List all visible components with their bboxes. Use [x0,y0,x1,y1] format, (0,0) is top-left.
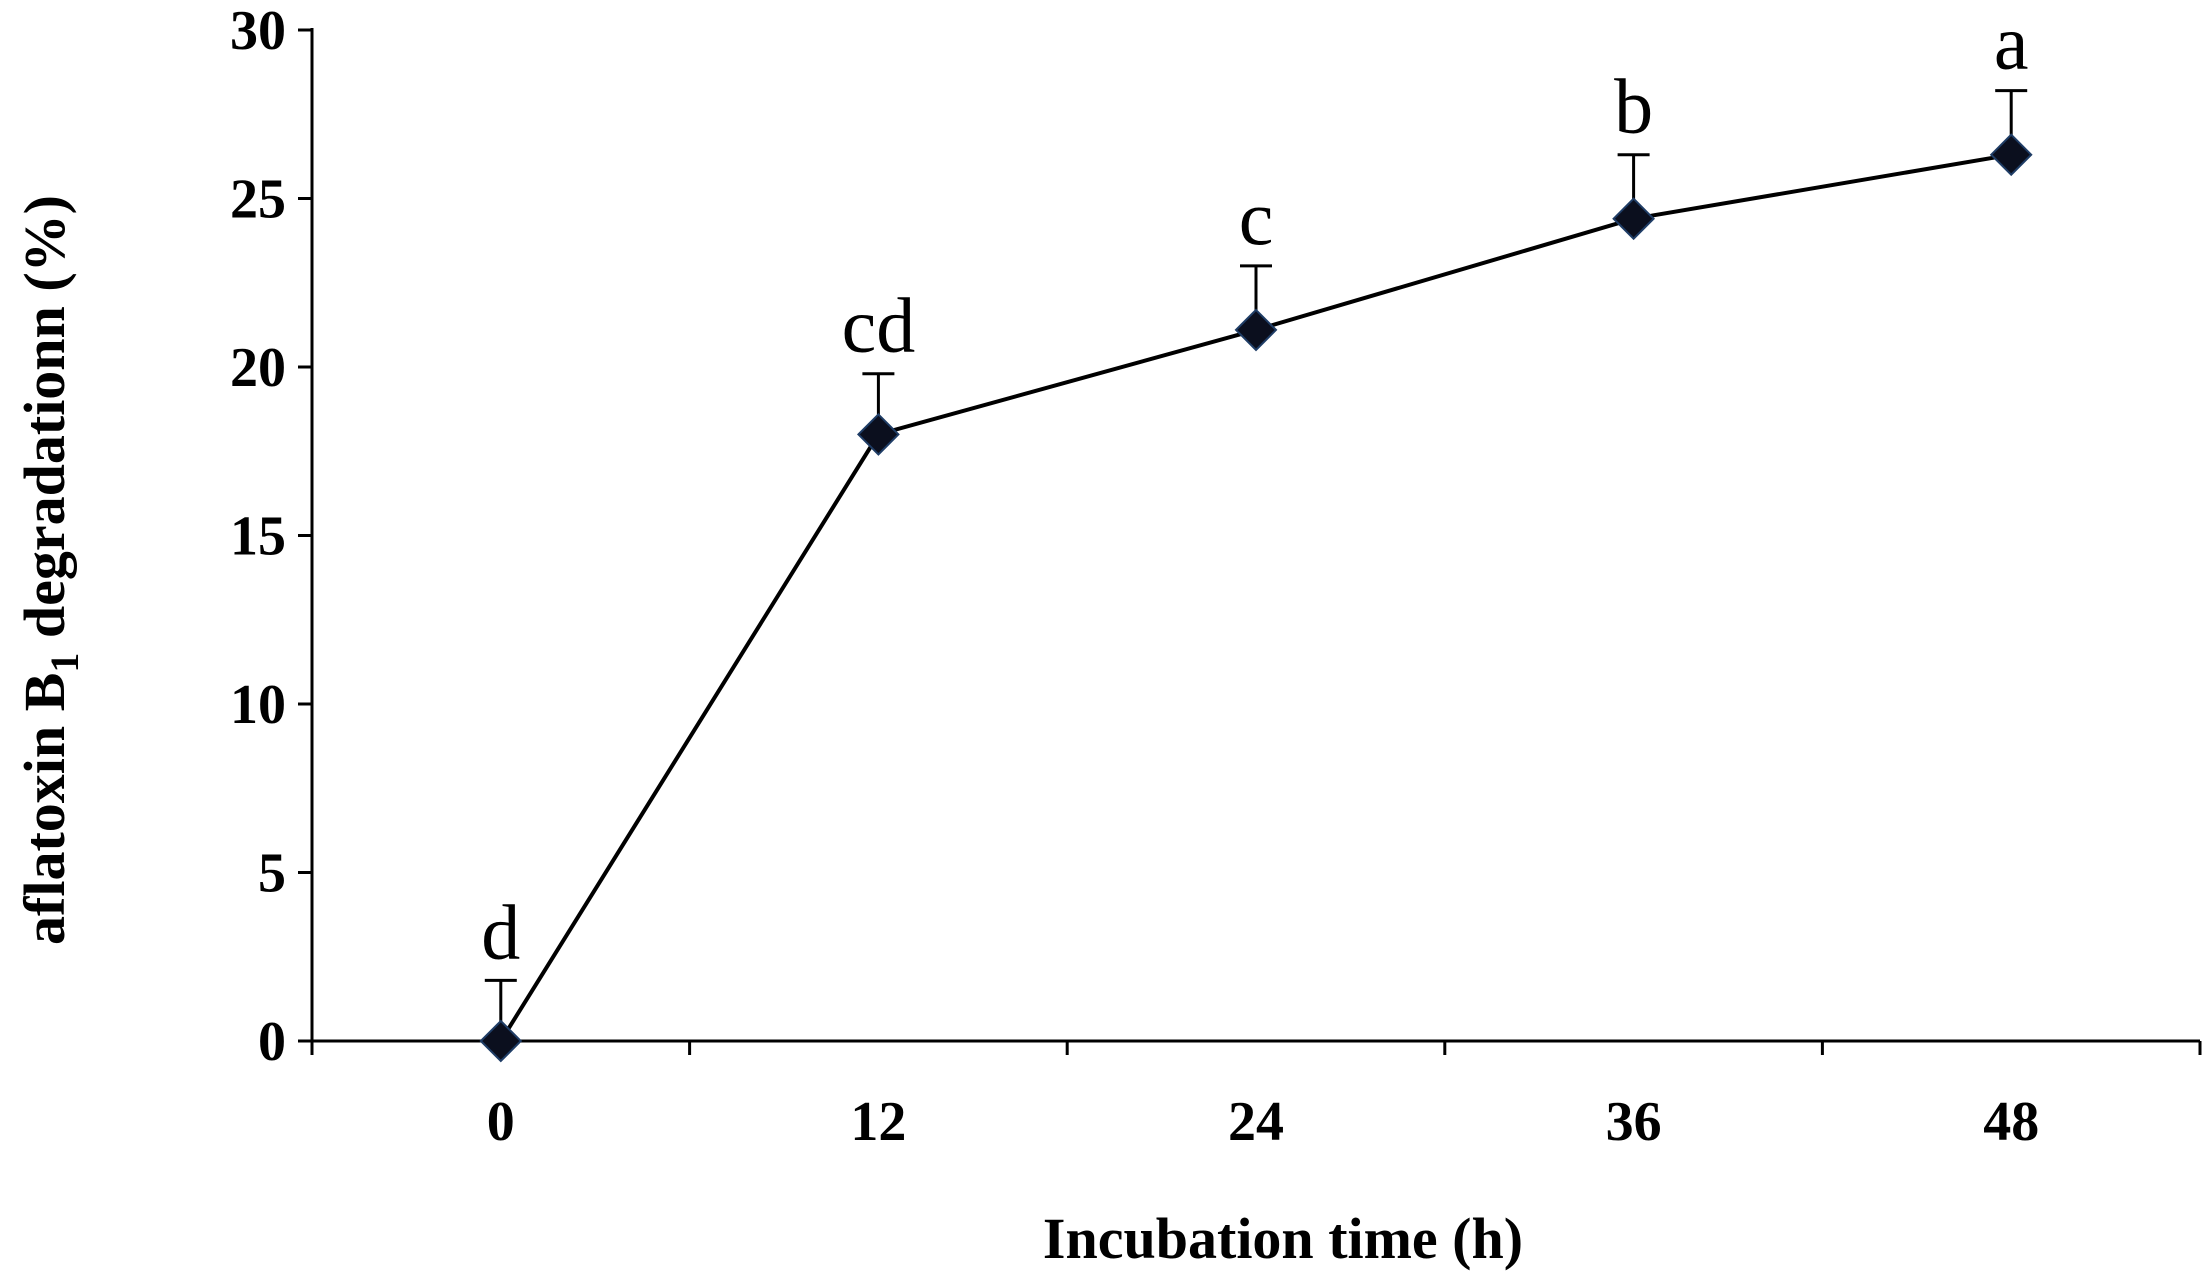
y-tick-label: 20 [230,337,286,399]
significance-label: c [1239,174,1274,261]
x-tick-label: 24 [1228,1091,1284,1153]
data-point-marker [1989,133,2033,177]
x-tick-label: 36 [1606,1091,1662,1153]
significance-label: a [1994,0,2029,86]
significance-labels: d cd c b a [481,0,2028,975]
x-tick-label: 12 [850,1091,906,1153]
data-point-marker [479,1019,523,1063]
y-tick-label: 5 [258,843,286,905]
y-axis-title: aflatoxin B1 degradationn (%) [12,195,87,945]
y-tick-label: 10 [230,674,286,736]
x-tick-label: 48 [1983,1091,2039,1153]
significance-label: d [481,888,520,975]
y-axis-title-subscript: 1 [42,653,87,673]
y-tick-label: 15 [230,506,286,568]
significance-label: cd [842,282,916,369]
data-markers [479,133,2033,1063]
y-tick-label: 25 [230,169,286,231]
significance-label: b [1614,63,1653,150]
y-tick-label: 0 [258,1011,286,1073]
data-point-marker [1612,197,1656,241]
data-point-marker [1234,308,1278,352]
y-axis-ticks: 0 5 10 15 20 25 30 [230,0,312,1073]
x-axis-title: Incubation time (h) [1043,1206,1523,1271]
y-tick-label: 30 [230,0,286,62]
x-tick-label: 0 [487,1091,515,1153]
x-axis-ticks: 0 12 24 36 48 [310,1041,2202,1153]
data-point-marker [856,412,900,456]
y-axis-title-main: aflatoxin B [12,673,77,945]
y-axis-title-end: degradationn (%) [12,195,77,653]
